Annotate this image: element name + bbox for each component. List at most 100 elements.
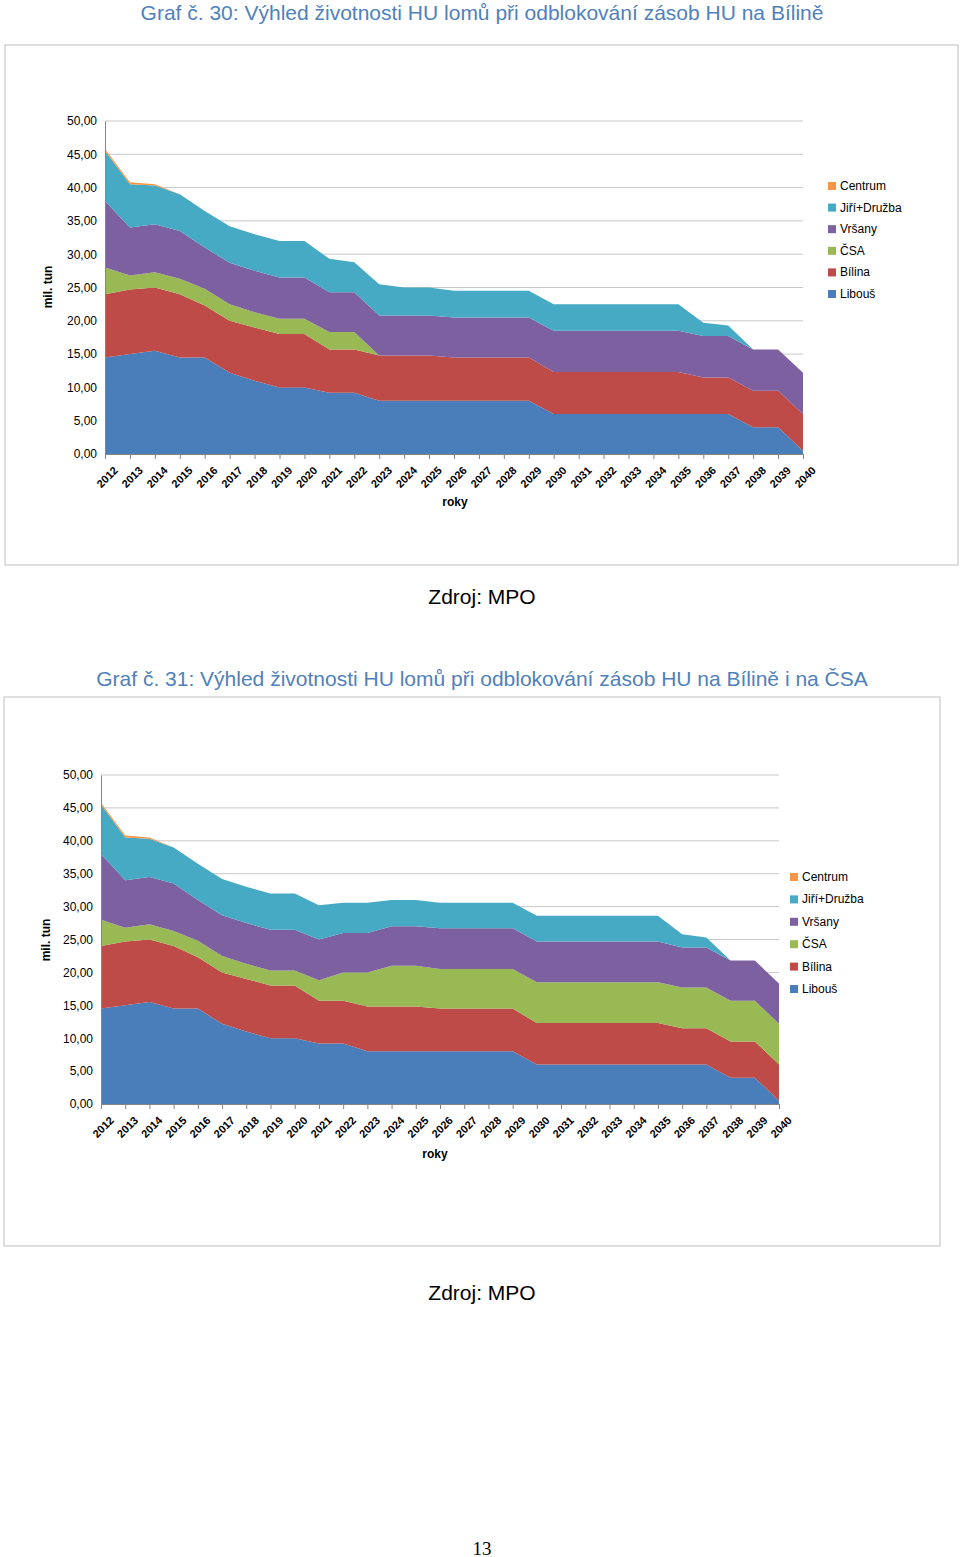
x-tick-label: 2038	[720, 1114, 746, 1140]
y-axis-title: mil. tun	[39, 919, 53, 962]
y-tick: 45,00	[67, 148, 105, 162]
x-tick: 2025	[405, 1104, 431, 1140]
x-tick-label: 2032	[593, 464, 619, 490]
y-axis-line	[101, 776, 102, 1105]
legend-label: Bílina	[802, 960, 832, 974]
x-tick: 2014	[139, 1104, 165, 1140]
x-tick: 2023	[357, 1104, 383, 1140]
y-tick-label: 25,00	[63, 933, 93, 947]
x-tick-mark	[753, 454, 754, 459]
x-tick-label: 2030	[526, 1114, 552, 1140]
x-tick-label: 2038	[742, 464, 768, 490]
plot-area	[101, 803, 779, 1104]
y-tick-label: 10,00	[67, 381, 97, 395]
x-tick-label: 2034	[623, 1113, 649, 1139]
x-tick-label: 2033	[599, 1114, 625, 1140]
legend-swatch	[828, 290, 836, 298]
x-tick-mark	[205, 454, 206, 459]
x-tick-mark	[529, 454, 530, 459]
x-tick: 2039	[767, 454, 793, 490]
x-tick-label: 2021	[308, 1114, 334, 1140]
area	[101, 803, 779, 984]
grid	[101, 775, 779, 1104]
y-tick: 30,00	[67, 248, 105, 262]
legend-item: Vršany	[790, 915, 839, 929]
x-tick-label: 2015	[169, 464, 195, 490]
x-tick: 2024	[381, 1104, 407, 1140]
legend-label: Jiří+Družba	[802, 892, 864, 906]
y-tick-label: 35,00	[63, 867, 93, 881]
x-tick-mark	[779, 1104, 780, 1109]
legend: CentrumJiří+DružbaVršanyČSABílinaLibouš	[828, 179, 902, 301]
y-tick: 25,00	[67, 281, 105, 295]
x-tick: 2031	[550, 1104, 576, 1140]
y-tick-label: 5,00	[74, 414, 98, 428]
x-tick: 2017	[219, 454, 245, 490]
x-tick-mark	[392, 1104, 393, 1109]
x-tick: 2040	[792, 454, 818, 490]
x-tick: 2018	[235, 1104, 261, 1140]
y-tick: 35,00	[67, 214, 105, 228]
x-tick: 2029	[518, 454, 544, 490]
x-tick: 2027	[468, 454, 494, 490]
x-tick-label: 2022	[332, 1114, 358, 1140]
legend-item: ČSA	[790, 936, 827, 951]
x-tick: 2014	[144, 454, 170, 490]
legend-swatch	[790, 985, 798, 993]
x-tick: 2015	[163, 1104, 189, 1140]
x-tick-label: 2030	[543, 464, 569, 490]
x-tick-label: 2036	[671, 1114, 697, 1140]
x-tick-mark	[379, 454, 380, 459]
legend-swatch	[790, 873, 798, 881]
legend-swatch	[790, 895, 798, 903]
x-tick-label: 2031	[550, 1114, 576, 1140]
x-tick-mark	[125, 1104, 126, 1109]
x-tick: 2033	[599, 1104, 625, 1140]
legend-label: Libouš	[802, 982, 837, 996]
x-tick-label: 2031	[568, 464, 594, 490]
y-tick: 35,00	[63, 867, 101, 881]
x-tick-mark	[329, 454, 330, 459]
x-tick-label: 2028	[478, 1114, 504, 1140]
legend-item: Libouš	[790, 982, 837, 996]
y-tick-label: 30,00	[63, 900, 93, 914]
x-tick: 2037	[696, 1104, 722, 1140]
x-tick: 2022	[332, 1104, 358, 1140]
x-tick: 2015	[169, 454, 195, 490]
x-tick: 2020	[294, 454, 320, 490]
x-tick-mark	[703, 454, 704, 459]
x-tick-mark	[504, 454, 505, 459]
x-tick-label: 2037	[717, 464, 743, 490]
legend-swatch	[790, 940, 798, 948]
legend-item: ČSA	[828, 243, 865, 258]
x-tick-mark	[554, 454, 555, 459]
y-tick-label: 20,00	[63, 966, 93, 980]
x-tick-label: 2033	[618, 464, 644, 490]
y-tick: 50,00	[67, 114, 105, 128]
x-tick-label: 2020	[294, 464, 320, 490]
x-tick: 2035	[647, 1104, 673, 1140]
y-tick-label: 35,00	[67, 214, 97, 228]
x-tick-label: 2025	[418, 464, 444, 490]
x-tick: 2013	[114, 1104, 140, 1140]
x-tick-mark	[678, 454, 679, 459]
x-tick: 2034	[623, 1104, 649, 1140]
x-tick: 2029	[502, 1104, 528, 1140]
legend-item: Jiří+Družba	[790, 892, 864, 906]
x-tick-label: 2036	[692, 464, 718, 490]
legend-label: Vršany	[840, 222, 877, 236]
y-axis: 0,005,0010,0015,0020,0025,0030,0035,0040…	[63, 768, 102, 1111]
x-tick-label: 2027	[468, 464, 494, 490]
legend-item: Libouš	[828, 287, 875, 301]
x-tick-label: 2019	[260, 1114, 286, 1140]
area	[101, 805, 779, 984]
x-tick-mark	[295, 1104, 296, 1109]
x-tick-mark	[255, 454, 256, 459]
x-tick-mark	[280, 454, 281, 459]
chart: Graf č. 30: Výhled životnosti HU lomů př…	[5, 1, 958, 608]
x-tick-label: 2026	[429, 1114, 455, 1140]
x-tick-mark	[271, 1104, 272, 1109]
x-tick: 2027	[453, 1104, 479, 1140]
x-tick-label: 2017	[211, 1114, 237, 1140]
x-tick: 2040	[768, 1104, 794, 1140]
